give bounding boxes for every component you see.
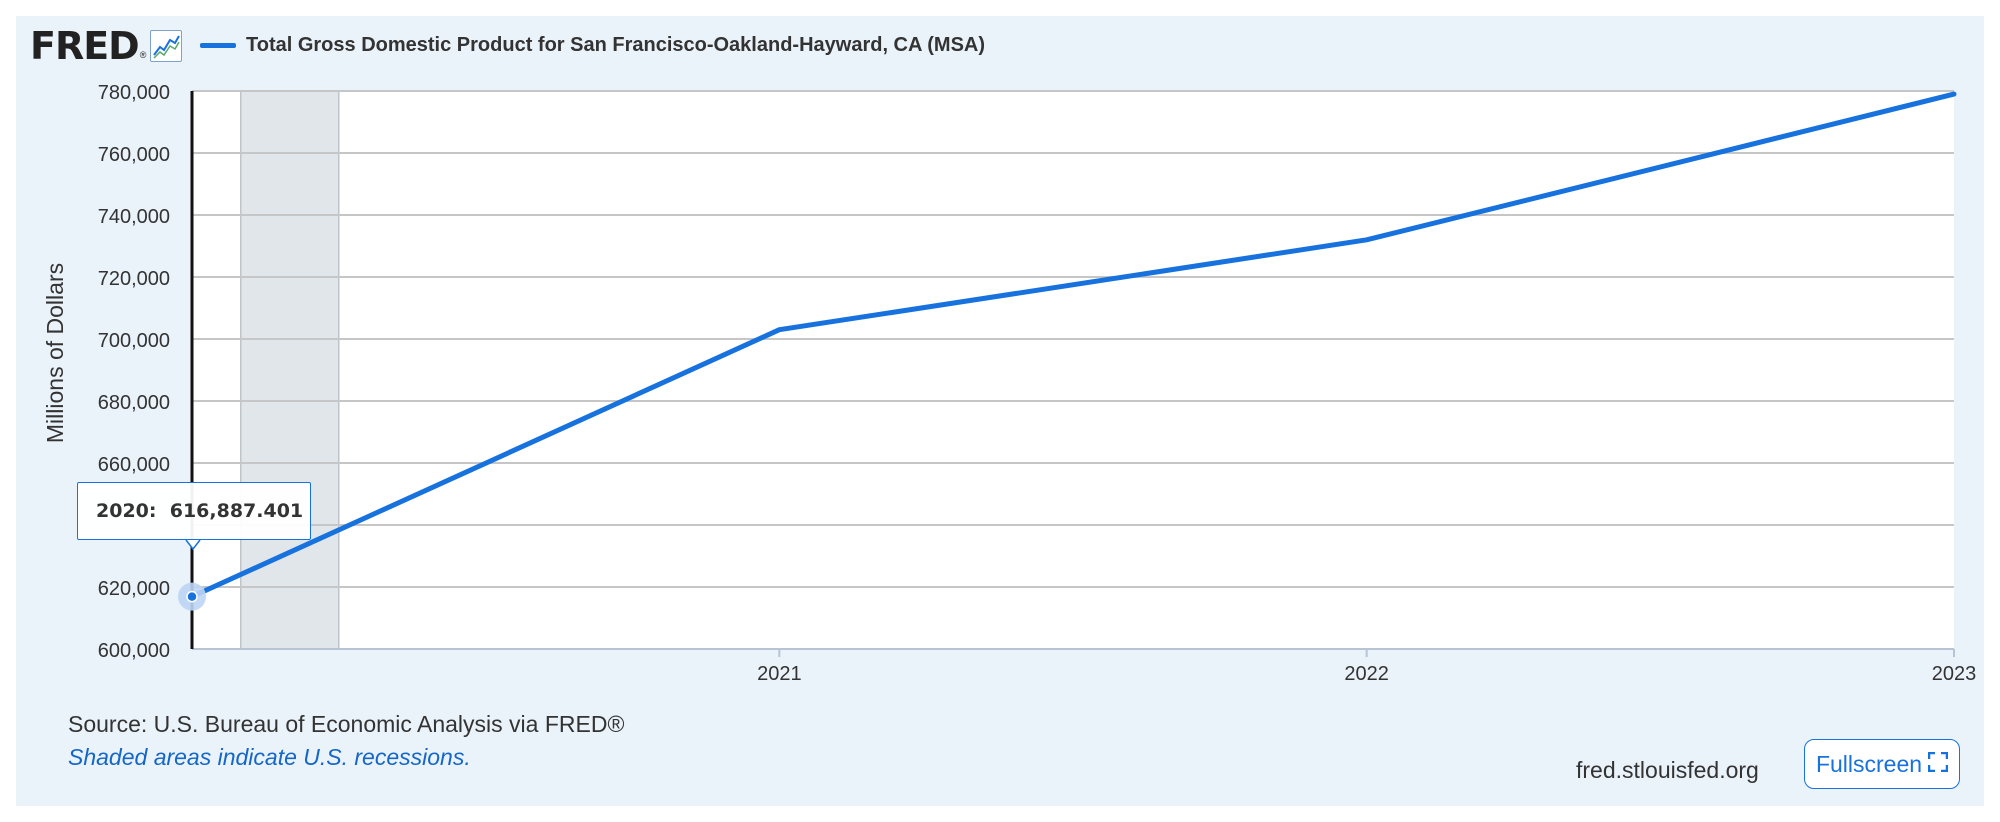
fullscreen-button[interactable]: Fullscreen <box>1804 739 1960 789</box>
site-url[interactable]: fred.stlouisfed.org <box>1576 757 1759 783</box>
y-tick-label: 740,000 <box>98 206 170 228</box>
fullscreen-label: Fullscreen <box>1815 750 1923 777</box>
y-tick-label: 600,000 <box>98 640 170 662</box>
series-line <box>189 91 1957 600</box>
line-chart-icon <box>150 30 183 62</box>
x-tick-label: 2023 <box>1932 663 1977 685</box>
tooltip-value: 616,887.401 <box>169 500 304 522</box>
data-tooltip: 2020: 616,887.401 <box>77 482 311 540</box>
y-tick-label: 760,000 <box>98 144 170 166</box>
recession-band <box>240 91 339 649</box>
fullscreen-icon <box>1927 751 1949 778</box>
chart-legend: Total Gross Domestic Product for San Fra… <box>200 34 985 57</box>
x-tick-label: 2021 <box>757 663 802 685</box>
tooltip-pointer <box>185 539 201 551</box>
data-point <box>186 590 198 603</box>
y-tick-label: 780,000 <box>98 82 170 104</box>
y-tick-label: 680,000 <box>98 392 170 414</box>
source-text: Source: U.S. Bureau of Economic Analysis… <box>68 711 625 737</box>
recession-note[interactable]: Shaded areas indicate U.S. recessions. <box>68 744 471 770</box>
y-tick-label: 720,000 <box>98 268 170 290</box>
x-tick-label: 2022 <box>1344 663 1389 685</box>
y-tick-label: 620,000 <box>98 578 170 600</box>
legend-swatch <box>200 43 236 48</box>
legend-label: Total Gross Domestic Product for San Fra… <box>246 34 986 56</box>
plot-area <box>192 91 1954 649</box>
fred-logo-registered: ® <box>139 50 147 60</box>
tooltip-year: 2020: <box>96 500 157 522</box>
fred-logo-text: FRED <box>30 24 140 68</box>
fred-logo[interactable]: FRED ® <box>30 24 183 68</box>
y-tick-label: 700,000 <box>98 330 170 352</box>
y-tick-label: 660,000 <box>98 454 170 476</box>
y-axis-label: Millions of Dollars <box>42 263 68 443</box>
